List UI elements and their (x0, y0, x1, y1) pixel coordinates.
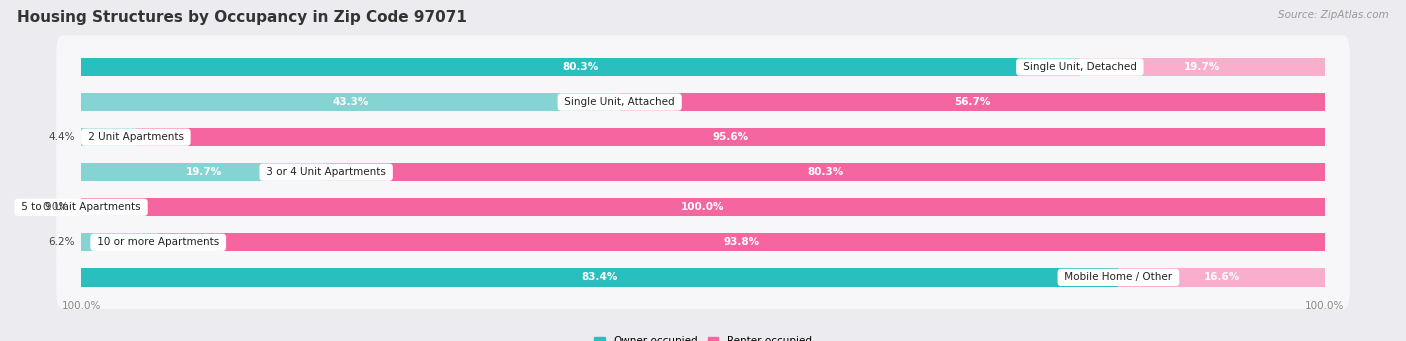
FancyBboxPatch shape (56, 35, 1350, 99)
Text: 2 Unit Apartments: 2 Unit Apartments (84, 132, 187, 142)
Bar (326, 163, 1324, 181)
Text: 19.7%: 19.7% (1184, 62, 1220, 72)
Bar (1080, 58, 1324, 76)
Text: 4.4%: 4.4% (48, 132, 75, 142)
Text: 56.7%: 56.7% (955, 97, 990, 107)
Text: 6.2%: 6.2% (48, 237, 75, 247)
Text: 16.6%: 16.6% (1204, 272, 1240, 282)
Bar (82, 93, 620, 111)
Text: 93.8%: 93.8% (724, 237, 759, 247)
Bar (1118, 268, 1324, 286)
Text: 80.3%: 80.3% (807, 167, 844, 177)
Text: Housing Structures by Occupancy in Zip Code 97071: Housing Structures by Occupancy in Zip C… (17, 10, 467, 25)
FancyBboxPatch shape (56, 140, 1350, 204)
FancyBboxPatch shape (56, 211, 1350, 274)
Bar (82, 163, 326, 181)
Text: 83.4%: 83.4% (582, 272, 619, 282)
Text: Source: ZipAtlas.com: Source: ZipAtlas.com (1278, 10, 1389, 20)
Bar (159, 233, 1324, 251)
Bar (82, 268, 1118, 286)
FancyBboxPatch shape (56, 71, 1350, 134)
Text: 5 to 9 Unit Apartments: 5 to 9 Unit Apartments (18, 202, 143, 212)
FancyBboxPatch shape (56, 106, 1350, 169)
Bar (82, 233, 159, 251)
Bar (136, 128, 1324, 146)
Text: 3 or 4 Unit Apartments: 3 or 4 Unit Apartments (263, 167, 389, 177)
Text: Single Unit, Attached: Single Unit, Attached (561, 97, 678, 107)
Text: Mobile Home / Other: Mobile Home / Other (1062, 272, 1175, 282)
Text: 100.0%: 100.0% (682, 202, 724, 212)
Bar (82, 198, 1324, 217)
Text: 43.3%: 43.3% (332, 97, 368, 107)
Text: 19.7%: 19.7% (186, 167, 222, 177)
Bar (620, 93, 1324, 111)
Bar (82, 58, 1080, 76)
Text: Single Unit, Detached: Single Unit, Detached (1019, 62, 1140, 72)
FancyBboxPatch shape (56, 246, 1350, 309)
Text: 95.6%: 95.6% (713, 132, 748, 142)
Bar (82, 128, 136, 146)
FancyBboxPatch shape (56, 176, 1350, 239)
Text: 80.3%: 80.3% (562, 62, 599, 72)
Legend: Owner-occupied, Renter-occupied: Owner-occupied, Renter-occupied (595, 336, 811, 341)
Text: 0.0%: 0.0% (42, 202, 69, 212)
Text: 10 or more Apartments: 10 or more Apartments (94, 237, 222, 247)
